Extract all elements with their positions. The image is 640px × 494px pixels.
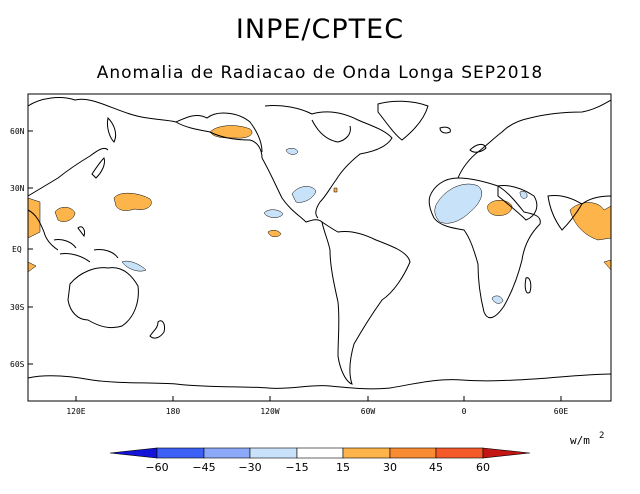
colorbar-bin-2: [203, 447, 251, 459]
lon-label-120e: 120E: [66, 407, 85, 416]
lon-label-60w: 60W: [361, 407, 376, 416]
positive-anomaly-arabia: [487, 200, 513, 216]
colorbar-bin-5: [342, 447, 391, 459]
map-frame: [27, 93, 612, 402]
lon-label-120w: 120W: [260, 407, 279, 416]
positive-anomaly-west-pacific: [54, 207, 76, 222]
lat-label-60s: 60S: [10, 360, 25, 369]
longitude-axis: 120E 180 120W 60W 0 60E: [66, 396, 568, 416]
units-base: w/m: [570, 434, 590, 447]
negative-anomaly-mexico: [291, 186, 317, 203]
colorbar-tick-label: −30: [238, 461, 261, 474]
colorbar-bin-4: [296, 447, 344, 459]
lat-label-60n: 60N: [10, 127, 25, 136]
lat-label-30s: 30S: [10, 303, 25, 312]
lon-label-0: 0: [462, 407, 467, 416]
lat-label-30n: 30N: [10, 184, 25, 193]
chart-title: INPE/CPTEC: [235, 14, 405, 45]
colorbar-arrow-right: [482, 447, 531, 459]
colorbar-bin-1: [156, 447, 205, 459]
positive-anomaly-north-pacific: [113, 192, 152, 211]
negative-anomaly-canada: [285, 148, 299, 155]
colorbar-bin-6: [389, 447, 437, 459]
units-exponent: 2: [599, 431, 604, 441]
units-label: w/m 2: [570, 431, 604, 447]
lon-label-60e: 60E: [554, 407, 569, 416]
negative-anomaly-north-africa: [434, 183, 482, 224]
negative-anomaly-southern-africa: [491, 295, 504, 304]
colorbar-arrow-left: [109, 447, 158, 459]
colorbar-tick-label: 45: [429, 461, 443, 474]
positive-anomaly-east-pacific: [267, 230, 282, 237]
coastlines: [27, 97, 612, 390]
positive-anomaly-east-edge: [603, 259, 612, 271]
positive-anomaly-west-edge: [27, 197, 41, 239]
lat-label-eq: EQ: [12, 245, 22, 254]
colorbar-bin-3: [249, 447, 298, 459]
colorbar-tick-label: 60: [476, 461, 490, 474]
positive-anomaly-west-edge-south: [27, 261, 37, 273]
anomaly-areas: [27, 125, 612, 304]
negative-anomaly-tropical-pacific: [263, 209, 284, 218]
colorbar-tick-label: −60: [145, 461, 168, 474]
colorbar-tick-label: −45: [192, 461, 215, 474]
positive-anomaly-dot-1: [333, 187, 338, 193]
colorbar: −60 −45 −30 −15 15 30 45 60: [109, 447, 531, 474]
negative-anomaly-south-pacific: [121, 260, 147, 272]
colorbar-tick-label: 15: [336, 461, 350, 474]
positive-anomaly-india: [569, 202, 612, 241]
colorbar-tick-label: 30: [383, 461, 397, 474]
lon-label-180: 180: [166, 407, 181, 416]
latitude-axis: 60N 30N EQ 30S 60S: [10, 127, 33, 369]
chart-subtitle: Anomalia de Radiacao de Onda Longa SEP20…: [96, 63, 544, 83]
positive-anomaly-alaska: [209, 125, 253, 139]
colorbar-bin-7: [435, 447, 484, 459]
negative-anomaly-east-africa: [519, 191, 528, 199]
colorbar-tick-label: −15: [285, 461, 308, 474]
